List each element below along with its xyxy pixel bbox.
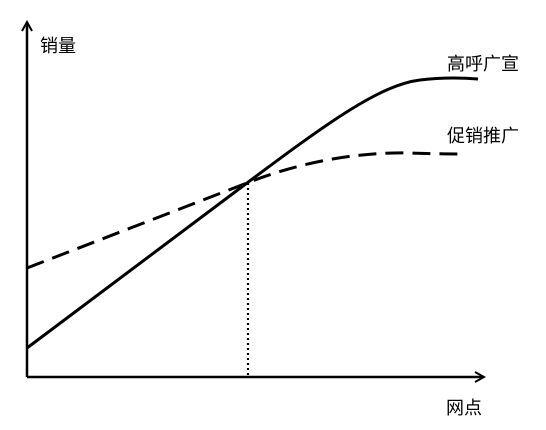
y-axis-label: 销量 xyxy=(40,36,76,57)
x-axis-label: 网点 xyxy=(446,398,482,419)
dashed-curve xyxy=(26,151,461,270)
solid-curve xyxy=(26,76,479,350)
solid-curve-label: 高呼广宣 xyxy=(447,54,519,75)
dashed-curve-label: 促销推广 xyxy=(447,126,519,147)
